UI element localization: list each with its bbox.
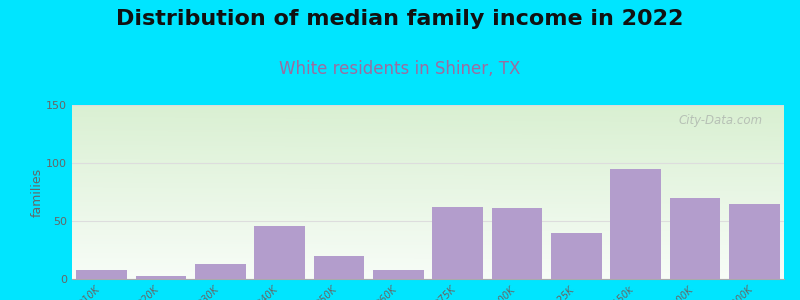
Bar — [136, 275, 186, 279]
Text: Distribution of median family income in 2022: Distribution of median family income in … — [116, 9, 684, 29]
Bar — [729, 204, 779, 279]
Bar — [314, 256, 364, 279]
Bar — [551, 232, 602, 279]
Y-axis label: families: families — [30, 167, 43, 217]
Text: White residents in Shiner, TX: White residents in Shiner, TX — [279, 60, 521, 78]
Bar — [610, 169, 661, 279]
Bar — [195, 264, 246, 279]
Bar — [670, 198, 720, 279]
Bar — [254, 226, 305, 279]
Bar — [433, 207, 483, 279]
Text: City-Data.com: City-Data.com — [678, 114, 762, 127]
Bar — [492, 208, 542, 279]
Bar — [373, 270, 423, 279]
Bar — [77, 270, 127, 279]
